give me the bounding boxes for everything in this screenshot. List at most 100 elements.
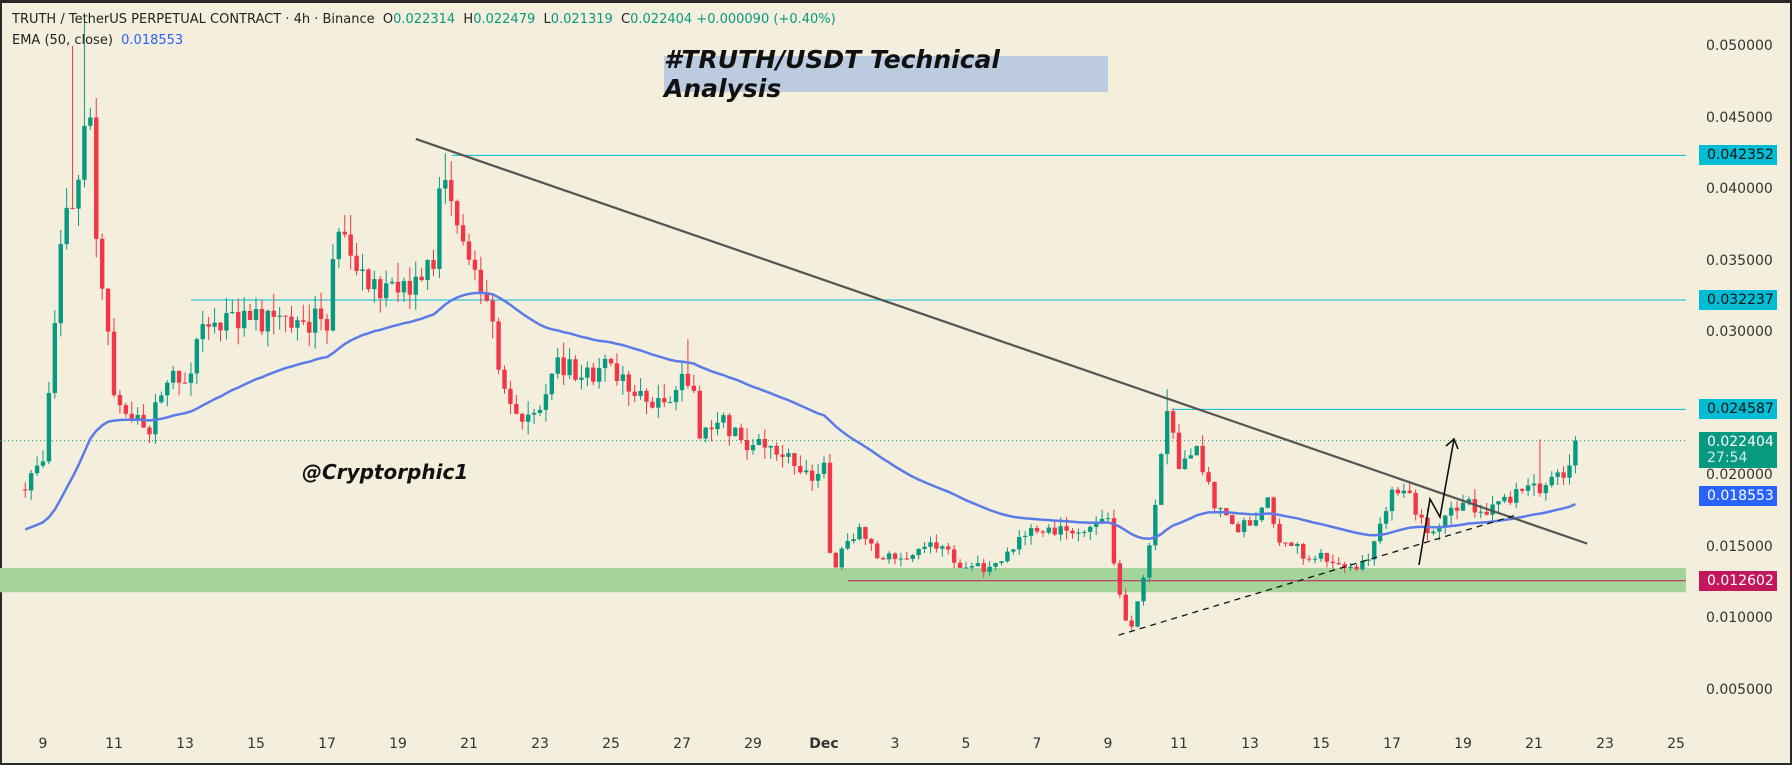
candle (135, 406, 140, 425)
candle-body (70, 207, 75, 209)
candle (1537, 439, 1543, 497)
candle-body (1159, 454, 1164, 505)
candle (827, 454, 833, 554)
candle (1490, 495, 1495, 521)
date-label: 15 (247, 736, 265, 752)
candle (1283, 542, 1288, 547)
candle-body (596, 368, 602, 382)
candle-body (1354, 566, 1359, 570)
date-label: 9 (38, 736, 48, 752)
high-value: 0.022479 (473, 12, 536, 27)
symbol-title[interactable]: TRUTH / TetherUS PERPETUAL CONTRACT · 4h… (12, 12, 375, 27)
candle-body (301, 320, 306, 322)
candle-body (389, 281, 395, 284)
candle-body (1099, 518, 1105, 523)
candle (1277, 518, 1282, 546)
price-level-label: 0.042352 (1699, 145, 1777, 166)
candle-body (1182, 458, 1188, 470)
candle-body (898, 558, 904, 560)
candle (472, 250, 478, 281)
candle-body (762, 438, 768, 448)
candle (514, 394, 519, 415)
analysis-title: #TRUTH/USDT Technical Analysis (664, 45, 1108, 103)
candle (395, 262, 401, 303)
candle (608, 357, 614, 367)
candle (241, 297, 247, 337)
candle (460, 214, 466, 246)
candle (1525, 478, 1531, 497)
candle-body (821, 462, 827, 474)
candle (975, 555, 981, 567)
candle (1164, 389, 1170, 465)
candle (307, 304, 312, 347)
candle (1514, 482, 1519, 508)
candle (892, 552, 898, 565)
candle-body (1372, 541, 1377, 560)
date-label: Dec (809, 736, 839, 752)
candle (691, 374, 697, 394)
candle (490, 293, 495, 339)
candle (1099, 509, 1105, 524)
candle-body (307, 321, 312, 333)
date-label: 21 (460, 736, 478, 752)
candle-body (1212, 481, 1217, 509)
candle (88, 107, 93, 131)
candle-body (1484, 511, 1489, 515)
price-tick: 0.030000 (1706, 324, 1773, 340)
candle-body (1383, 511, 1389, 524)
candle (591, 362, 596, 386)
date-label: 19 (1454, 736, 1472, 752)
ema-legend[interactable]: EMA (50, close) 0.018553 (12, 33, 183, 48)
candle (1135, 601, 1140, 628)
candle-body (975, 563, 981, 567)
candle (1176, 423, 1182, 470)
candle (52, 310, 58, 399)
candle (1017, 530, 1022, 555)
price-tick: 0.010000 (1706, 610, 1773, 626)
candle-body (1377, 523, 1383, 542)
candle (1301, 543, 1306, 565)
candle-body (1413, 492, 1418, 515)
candle-body (916, 548, 921, 556)
candle (1401, 483, 1407, 498)
candle-body (1265, 497, 1270, 508)
candle-body (591, 367, 596, 382)
candle-body (1040, 531, 1046, 533)
candle (336, 227, 342, 268)
candle (383, 270, 389, 307)
candle (561, 342, 566, 386)
candle (531, 408, 537, 425)
candle-body (638, 390, 643, 396)
candle-body (366, 269, 371, 290)
candle (638, 378, 643, 400)
candle-body (809, 470, 815, 481)
candle (76, 175, 81, 226)
candle-body (608, 358, 614, 364)
candle-body (756, 438, 762, 446)
candle (555, 347, 560, 379)
candle (792, 452, 797, 475)
candle-body (792, 453, 797, 466)
candle (750, 439, 756, 455)
candle (685, 339, 691, 389)
candle-body (502, 369, 507, 389)
candle (431, 249, 436, 277)
candle-body (1005, 551, 1010, 562)
candle-body (1141, 577, 1146, 602)
candle (1508, 491, 1513, 506)
candle-body (129, 413, 134, 421)
candle (768, 445, 773, 460)
price-level-label: 0.018553 (1699, 485, 1777, 506)
price-level-label: 0.012602 (1699, 570, 1777, 591)
candle-body (1460, 502, 1466, 511)
candle-body (585, 367, 590, 378)
candle (774, 442, 779, 461)
candle (271, 293, 276, 335)
candle-body (514, 403, 519, 414)
candle-body (1111, 518, 1117, 564)
candle (875, 540, 880, 560)
candle (987, 561, 992, 576)
candle (111, 318, 117, 398)
candle (946, 542, 951, 555)
